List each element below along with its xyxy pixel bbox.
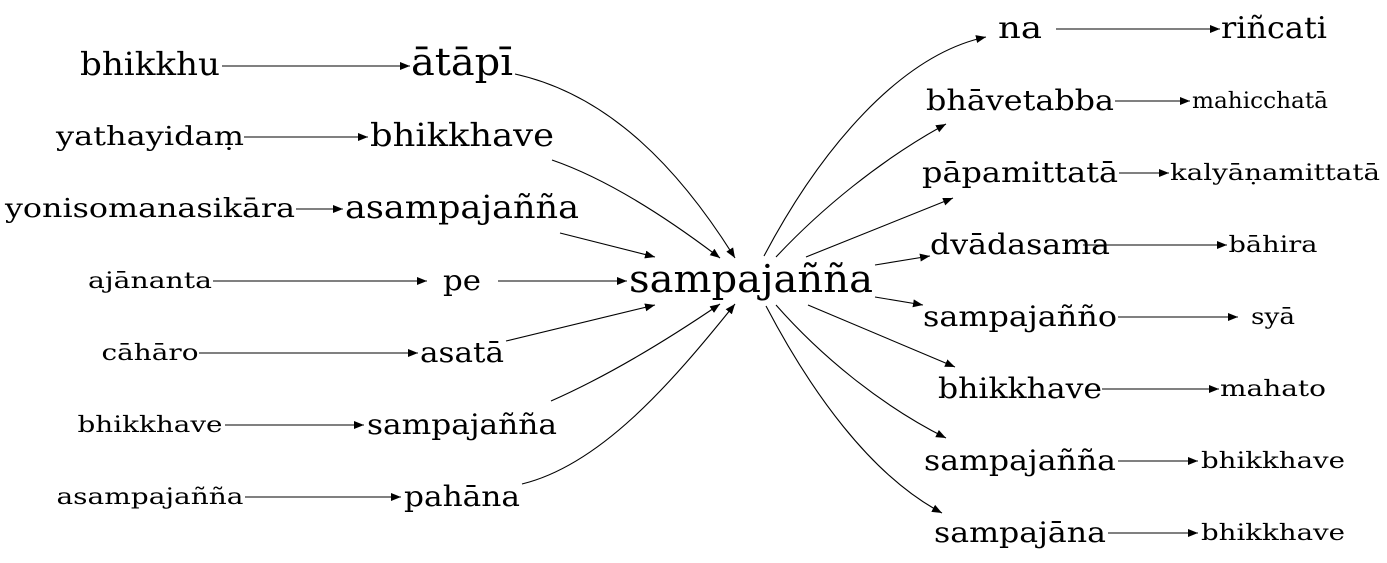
edge-center-to-na [763,35,987,257]
center-node: sampajañña [629,257,873,301]
edge-center-to-bhikkhave-right [807,304,956,368]
edge-pahana-to-center [521,303,736,485]
edge-bhikkhave-to-center [551,159,721,259]
right-target-4: bāhira [1229,233,1318,258]
edge-center-to-dvadasama [874,253,931,266]
left-target-7: pahāna [404,480,520,513]
left-source-6: bhikkhave [78,413,223,438]
left-source-3: yonisomanasikāra [4,194,295,224]
right-target-6: mahato [1220,377,1326,402]
left-target-2: bhikkhave [370,116,554,154]
edge-asata-to-center [505,303,656,342]
right-source-1: na [998,11,1042,46]
right-source-7: sampajañña [924,444,1116,477]
left-target-6: sampajañña [367,408,557,441]
edge-center-to-bhavetabba [775,123,947,258]
left-target-3: asampajañña [345,188,579,226]
right-target-8: bhikkhave [1201,521,1345,546]
edge-center-to-sampajana [765,305,943,514]
right-target-5: syā [1251,305,1295,330]
left-target-4: pe [443,264,481,297]
left-source-2: yathayidaṃ [55,122,244,152]
left-source-7: asampajañña [57,485,244,510]
right-target-3: kalyāṇamittatā [1170,161,1380,186]
right-target-2: mahicchatā [1192,89,1328,114]
edge-center-to-papamittata [805,197,954,258]
edge-atapi-to-center [514,73,736,259]
right-source-4: dvādasama [930,228,1110,261]
right-source-3: pāpamittatā [922,156,1118,189]
edge-center-to-sampajanno [874,296,924,308]
right-target-1: riñcati [1221,11,1327,46]
left-source-1: bhikkhu [80,45,220,83]
right-source-6: bhikkhave [938,372,1102,405]
edge-center-to-sampajanna-right [775,304,947,439]
right-target-7: bhikkhave [1201,449,1345,474]
right-source-2: bhāvetabba [926,84,1114,117]
right-source-8: sampajāna [934,516,1106,549]
left-source-4: ajānanta [88,269,212,294]
left-source-5: cāhāro [102,341,199,366]
edge-asampajanna-to-center [559,232,656,259]
right-source-5: sampajañño [923,300,1117,333]
edge-sampajanna-left-to-center [550,303,721,402]
left-target-5: asatā [420,336,504,369]
left-target-1: ātāpī [411,40,513,84]
